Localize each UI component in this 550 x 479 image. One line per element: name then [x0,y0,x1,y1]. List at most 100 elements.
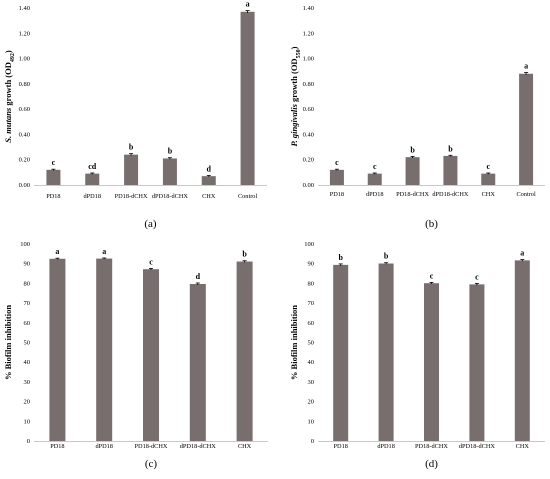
y-tick-label: 0.60 [19,106,30,113]
significance-letter: b [410,145,415,154]
y-tick-label: 0.00 [19,182,30,189]
y-tick-label: 90 [24,261,31,268]
y-tick-label: 60 [24,320,31,327]
bar [96,258,113,441]
significance-letter: a [246,0,250,9]
bar [405,157,420,185]
bar [424,283,439,441]
panel-label: (b) [425,218,438,230]
y-tick-label: 40 [308,359,315,366]
bar [162,158,177,185]
bar [46,169,61,185]
bar [236,261,253,441]
y-axis-label-text: growth (OD [289,58,299,104]
y-tick-label: 50 [24,340,31,347]
x-tick-label: CHX [202,193,216,200]
bar [469,284,485,441]
y-tick-label: 40 [24,359,31,366]
y-axis-label-main: P. gingivalis [289,103,299,146]
y-tick-label: 90 [308,261,315,268]
x-tick-label: PD18 [334,443,348,450]
bar [85,173,100,185]
y-tick-label: 10 [24,418,31,425]
y-axis-label-main: % Biofilm inhibition [289,305,299,380]
y-tick-label: 1.00 [19,56,30,63]
y-tick-label: 0.80 [19,81,30,88]
x-tick-label: dPD18 [366,191,384,198]
y-axis-label-main: S. mutans [3,107,13,143]
y-axis-label: S. mutans growth (OD492) [3,50,16,143]
significance-letter: c [149,257,153,266]
y-tick-label: 60 [308,320,315,327]
y-tick-label: 1.00 [303,56,314,63]
significance-letter: b [384,252,389,261]
significance-letter: b [448,144,453,153]
y-tick-label: 1.40 [303,5,314,12]
bar [189,283,206,441]
x-tick-label: dPD18 [377,443,395,450]
x-tick-label: dPD18-dCHX [180,443,216,450]
y-tick-label: 0.20 [19,157,30,164]
y-tick-label: 20 [24,399,31,406]
significance-letter: a [102,247,106,256]
x-tick-label: dPD18 [95,443,113,450]
x-tick-label: PD18-dCHX [415,443,448,450]
bar [519,73,534,185]
x-tick-label: dPD18 [84,193,102,200]
bar [443,155,458,185]
x-tick-label: dPD18-dCHX [432,191,468,198]
y-tick-label: 10 [308,418,315,425]
y-tick-label: 0 [27,438,30,445]
significance-letter: c [486,162,490,171]
significance-letter: a [55,247,59,256]
significance-letter: a [520,249,524,258]
x-tick-label: PD18-dCHX [115,193,148,200]
significance-letter: c [335,158,339,167]
y-axis-label-close: ) [3,50,13,53]
bar [329,169,344,185]
bar [49,258,66,441]
y-axis-label-text: growth (OD [3,62,13,108]
y-tick-label: 20 [308,399,315,406]
y-tick-label: 0.40 [303,131,314,138]
significance-letter: c [475,272,479,281]
x-tick-label: PD18 [330,191,344,198]
x-tick-label: PD18 [50,443,64,450]
y-tick-label: 0.40 [19,131,30,138]
y-tick-label: 100 [20,241,30,248]
bar [333,264,349,441]
y-tick-label: 0.20 [303,157,314,164]
significance-letter: b [338,253,343,262]
significance-letter: c [52,158,56,167]
y-axis-label-subscript: 550 [296,49,302,58]
y-tick-label: 1.20 [303,30,314,37]
y-tick-label: 1.40 [19,5,30,12]
y-axis-label-main: % Biofilm inhibition [3,305,13,380]
chart-panel-a: 0.00 0.20 0.40 0.60 0.80 1.00 1.20 1.40 S. mutan… [3,0,267,230]
x-tick-label: dPD18-dCHX [152,193,188,200]
y-tick-label: 30 [24,379,31,386]
significance-letter: a [524,61,528,70]
y-tick-label: 70 [308,300,315,307]
y-tick-label: 0.60 [303,106,314,113]
panel-label: (c) [145,458,158,470]
significance-letter: c [373,162,377,171]
x-tick-label: dPD18-dCHX [459,443,495,450]
y-axis-label: % Biofilm inhibition [3,305,13,380]
bar [481,173,496,185]
x-tick-label: PD18 [46,193,60,200]
y-tick-label: 80 [308,280,315,287]
x-tick-label: CHX [482,191,496,198]
bar [240,11,255,185]
significance-letter: b [168,147,173,156]
panel-label: (a) [144,218,157,230]
y-tick-label: 70 [24,300,31,307]
y-axis-label: P. gingivalis growth (OD550) [289,46,302,146]
x-tick-label: PD18-dCHX [396,191,429,198]
bar [514,260,530,441]
x-tick-label: Control [238,193,257,200]
y-tick-label: 0.00 [303,182,314,189]
chart-panel-c: 0 10 20 30 40 50 60 70 80 90 100 % Biofilm inhibiti… [3,241,268,470]
bar [378,263,394,441]
